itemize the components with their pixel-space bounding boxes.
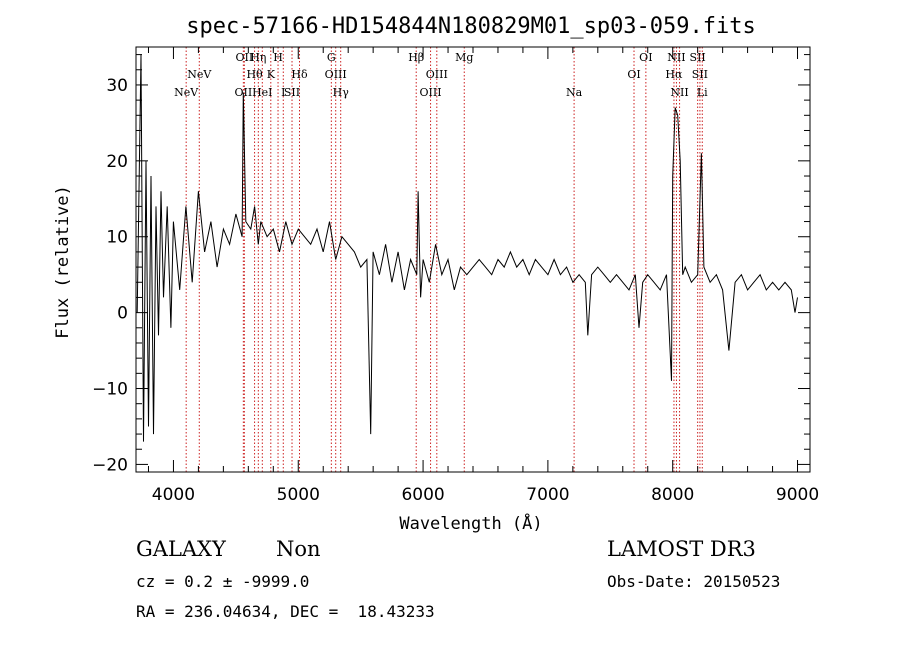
line-marker-label-7: K — [267, 68, 276, 81]
line-marker-label-6: HeI — [252, 86, 272, 99]
line-marker-label-12: G — [327, 51, 336, 64]
survey-name: LAMOST DR3 — [607, 537, 756, 561]
x-tick-label-7000: 7000 — [526, 485, 569, 505]
chart-title: spec-57166-HD154844N180829M01_sp03-059.f… — [186, 14, 756, 39]
plot-frame — [135, 46, 811, 473]
line-marker-labels: NeVNeVOIIOIIHθHηHeIKHISIIHδGOIIIHγHβOIII… — [174, 51, 708, 99]
line-marker-label-17: OIII — [426, 68, 448, 81]
y-tick-label-30: 30 — [106, 76, 128, 96]
line-marker-label-23: NII — [667, 51, 685, 64]
line-marker-label-4: Hθ — [246, 68, 263, 81]
x-tick-label-4000: 4000 — [152, 485, 195, 505]
line-marker-label-27: Li — [697, 86, 708, 99]
line-marker-label-14: Hγ — [333, 86, 350, 99]
x-axis-label: Wavelength (Å) — [399, 512, 542, 534]
line-marker-label-25: SII — [690, 51, 706, 64]
line-marker-label-20: OI — [627, 68, 640, 81]
object-class: GALAXY — [136, 537, 226, 561]
axes: 4000 5000 6000 7000 8000 9000 −20 −10 0 10 20 30 — [92, 46, 819, 505]
line-marker-label-16: OIII — [420, 86, 442, 99]
y-tick-label--10: −10 — [92, 380, 128, 400]
line-marker-label-2: OII — [234, 86, 252, 99]
y-tick-label-20: 20 — [106, 152, 128, 172]
line-marker-label-10: SII — [284, 86, 300, 99]
line-marker-label-0: NeV — [174, 86, 199, 99]
obs-date: Obs-Date: 20150523 — [607, 572, 781, 591]
line-marker-label-26: SII — [692, 68, 708, 81]
x-tick-label-5000: 5000 — [277, 485, 320, 505]
coordinates: RA = 236.04634, DEC = 18.43233 — [136, 602, 435, 621]
line-marker-label-19: Na — [566, 86, 583, 99]
line-marker-label-21: OI — [639, 51, 652, 64]
redshift-readout: cz = 0.2 ± -9999.0 — [136, 572, 310, 591]
line-marker-label-13: OIII — [325, 68, 347, 81]
line-marker-label-1: NeV — [187, 68, 212, 81]
y-tick-label-10: 10 — [106, 228, 128, 248]
line-marker-label-18: Mg — [455, 51, 473, 64]
line-marker-label-9: I — [281, 86, 285, 99]
y-tick-label-0: 0 — [117, 304, 128, 324]
line-marker-label-24: NII — [670, 86, 688, 99]
line-marker-label-22: Hα — [665, 68, 683, 81]
y-axis-label: Flux (relative) — [53, 185, 73, 339]
series-layer — [136, 54, 798, 442]
line-marker-label-11: Hδ — [291, 68, 308, 81]
series-line-flux — [136, 54, 798, 442]
x-tick-label-9000: 9000 — [776, 485, 819, 505]
object-subclass: Non — [276, 537, 321, 561]
line-marker-label-5: Hη — [250, 51, 266, 64]
x-tick-label-8000: 8000 — [651, 485, 694, 505]
line-marker-label-15: Hβ — [408, 51, 424, 64]
line-marker-label-8: H — [273, 51, 283, 64]
x-tick-label-6000: 6000 — [401, 485, 444, 505]
line-marker-label-3: OII — [235, 51, 253, 64]
line-markers — [185, 47, 703, 472]
y-tick-label--20: −20 — [92, 455, 128, 475]
